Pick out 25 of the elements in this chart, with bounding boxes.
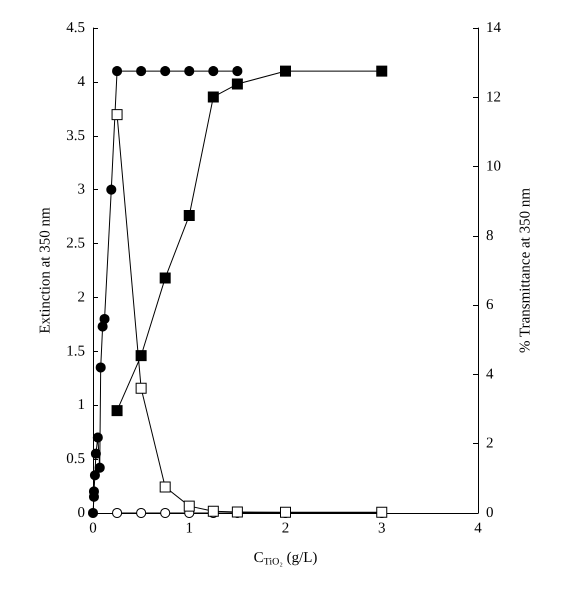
y2-tick-label: 10 xyxy=(486,158,501,175)
y2-tick-label: 4 xyxy=(486,366,494,382)
y-tick-label: 1.5 xyxy=(66,343,85,360)
y-tick-label: 4 xyxy=(78,74,86,90)
y2-axis-title: % Transmittance at 350 nm xyxy=(518,188,534,353)
y-tick-label: 3.5 xyxy=(66,128,85,144)
x-tick-label: 0 xyxy=(89,520,97,536)
y2-tick-label: 6 xyxy=(486,297,494,314)
y-tick-label: 1 xyxy=(78,397,85,414)
y-tick-label: 2.5 xyxy=(66,236,85,252)
y2-tick-label: 12 xyxy=(486,89,501,106)
y-tick-label: 3 xyxy=(78,182,85,198)
y-tick-label: 2 xyxy=(78,289,85,306)
y2-tick-label: 0 xyxy=(486,505,494,521)
y2-tick-label: 8 xyxy=(486,228,494,244)
y-tick-label: 0 xyxy=(78,505,85,521)
y-axis-title: Extinction at 350 nm xyxy=(38,207,54,334)
y-tick-label: 4.5 xyxy=(66,20,85,36)
x-tick-label: 1 xyxy=(186,520,193,536)
y-tick-label: 0.5 xyxy=(66,451,85,468)
x-tick-label: 4 xyxy=(474,520,482,536)
y2-tick-label: 14 xyxy=(486,20,502,36)
x-tick-label: 3 xyxy=(378,520,386,536)
y2-tick-label: 2 xyxy=(486,436,494,452)
x-tick-label: 2 xyxy=(282,520,290,536)
